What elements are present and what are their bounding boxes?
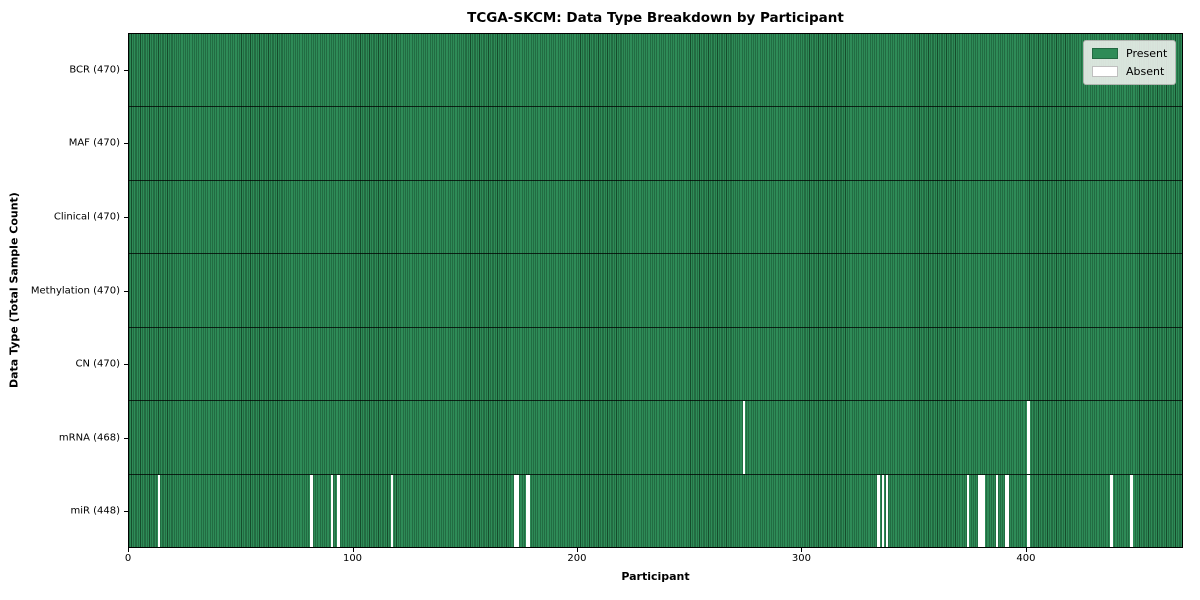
- x-tick-label-100: 100: [342, 553, 363, 564]
- x-tick-label-0: 0: [124, 553, 132, 564]
- y-tick-mark: [124, 69, 128, 71]
- x-axis-label: Participant: [621, 570, 690, 583]
- y-tick-label-mir: miR (448): [70, 505, 120, 517]
- legend-label-absent: Absent: [1126, 65, 1165, 78]
- absent-stripe-mrna-401: [1027, 401, 1030, 474]
- y-tick-label-mrna: mRNA (468): [58, 432, 120, 444]
- legend-label-present: Present: [1126, 47, 1168, 60]
- legend: Present Absent: [1083, 40, 1176, 85]
- heatmap-row-maf: [129, 106, 1182, 180]
- absent-stripe-mir-172: [514, 474, 517, 547]
- absent-stripe-mir-81: [310, 474, 313, 547]
- x-tick-mark: [1025, 548, 1027, 552]
- legend-swatch-absent: [1092, 66, 1118, 77]
- absent-stripe-mir-387: [996, 474, 999, 547]
- y-tick-label-bcr: BCR (470): [69, 64, 120, 76]
- heatmap-row-methylation: [129, 253, 1182, 327]
- x-tick-label-400: 400: [1016, 553, 1036, 564]
- heatmap-row-cn: [129, 326, 1182, 401]
- absent-stripe-mir-117: [391, 474, 394, 547]
- absent-stripe-mir-13: [158, 474, 161, 547]
- y-tick-label-cn: CN (470): [75, 358, 120, 370]
- absent-stripe-mir-178: [527, 474, 531, 547]
- heatmap-row-mir: [129, 473, 1182, 547]
- y-tick-mark: [124, 364, 128, 366]
- absent-stripe-mir-334: [877, 474, 880, 547]
- absent-stripe-mir-336: [881, 474, 885, 547]
- chart-title: TCGA-SKCM: Data Type Breakdown by Partic…: [467, 10, 844, 26]
- absent-stripe-mir-381: [982, 474, 985, 547]
- absent-stripe-mir-93: [337, 474, 340, 547]
- absent-stripe-mir-447: [1130, 474, 1133, 547]
- heatmap-row-mrna: [129, 400, 1182, 474]
- absent-stripe-mir-90: [330, 474, 333, 547]
- absent-stripe-mir-380: [980, 474, 983, 547]
- y-tick-label-methylation: Methylation (470): [30, 285, 120, 296]
- y-tick-mark: [124, 290, 128, 292]
- x-tick-mark: [352, 548, 354, 552]
- absent-stripe-mir-173: [516, 474, 519, 547]
- absent-stripe-mir-374: [966, 474, 970, 547]
- absent-stripe-mir-177: [525, 474, 528, 547]
- y-tick-label-maf: MAF (470): [68, 137, 120, 149]
- heatmap-row-bcr: [129, 34, 1182, 107]
- absent-stripe-mir-392: [1007, 474, 1010, 547]
- x-tick-mark: [801, 548, 803, 552]
- y-tick-mark: [124, 143, 128, 145]
- x-tick-mark: [576, 548, 578, 552]
- x-tick-mark: [128, 548, 129, 552]
- legend-item-present: Present: [1092, 47, 1167, 60]
- absent-stripe-mrna-274: [742, 401, 746, 474]
- x-tick-label-300: 300: [791, 553, 811, 564]
- absent-stripe-mir-379: [978, 474, 981, 547]
- x-tick-label-200: 200: [567, 553, 587, 564]
- y-tick-label-clinical: Clinical (470): [53, 211, 120, 223]
- legend-item-absent: Absent: [1092, 65, 1167, 78]
- legend-swatch-present: [1092, 48, 1118, 59]
- absent-stripe-mir-391: [1005, 474, 1008, 547]
- plot-area: [128, 33, 1183, 548]
- y-tick-mark: [124, 437, 128, 439]
- absent-stripe-mir-338: [886, 474, 889, 547]
- absent-stripe-mir-438: [1110, 474, 1113, 547]
- absent-stripe-mir-401: [1027, 474, 1030, 547]
- heatmap-row-clinical: [129, 179, 1182, 254]
- y-tick-mark: [124, 216, 128, 218]
- y-tick-mark: [124, 511, 128, 513]
